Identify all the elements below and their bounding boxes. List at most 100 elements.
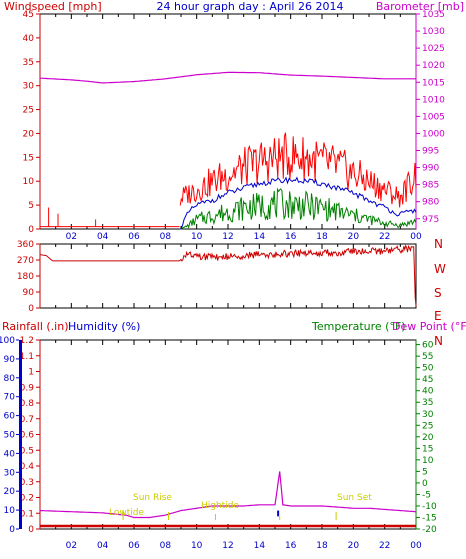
rain-panel-x-tick-label: 08 xyxy=(160,541,172,551)
direction-letter: N xyxy=(434,334,443,348)
barometer-line xyxy=(40,71,416,84)
humidity-tick-label: 10 xyxy=(4,506,16,516)
temperature-axis-tick-label: 60 xyxy=(422,341,434,351)
rain-panel-x-tick-label: 20 xyxy=(348,541,360,551)
rain-panel-x-tick-label: 14 xyxy=(254,541,266,551)
windspeed-axis-tick-label: 40 xyxy=(23,34,35,44)
windspeed-axis-title: Windspeed [mph] xyxy=(4,0,102,13)
temperature-axis-tick-label: 30 xyxy=(422,410,434,420)
temperature-axis-tick-label: 5 xyxy=(422,467,428,477)
humidity-tick-label: 0 xyxy=(9,525,15,535)
wind-panel-x-tick-label: 10 xyxy=(191,232,203,242)
rainfall-axis-tick-label: 1.1 xyxy=(20,352,34,362)
windspeed-axis-tick-label: 20 xyxy=(23,129,35,139)
direction-axis-tick-label: 90 xyxy=(23,288,35,298)
rainfall-axis-tick-label: 0.4 xyxy=(20,462,35,472)
wind-panel-x-tick-label: 08 xyxy=(160,232,172,242)
barometer-axis-tick-label: 995 xyxy=(422,147,439,157)
rainfall-axis-tick-label: 1 xyxy=(28,368,34,378)
dewpoint-line xyxy=(40,471,416,519)
rainfall-axis-tick-label: 0.8 xyxy=(20,399,35,409)
direction-letter: W xyxy=(434,262,446,276)
rainfall-axis-tick-label: 0.6 xyxy=(20,431,35,441)
rain-panel-x-tick-label: 10 xyxy=(191,541,203,551)
wind-panel-x-tick-label: 16 xyxy=(285,232,297,242)
humidity-axis-title: Humidity (%) xyxy=(68,320,140,333)
rain-panel-x-tick-label: 18 xyxy=(316,541,328,551)
rainfall-axis-tick-label: 0.7 xyxy=(20,415,34,425)
temperature-axis-tick-label: -10 xyxy=(422,502,437,512)
barometer-axis-tick-label: 1005 xyxy=(422,112,445,122)
graph-title: 24 hour graph day : April 26 2014 xyxy=(157,0,344,13)
temperature-axis-tick-label: 20 xyxy=(422,433,434,443)
lowtide-label: Lowtide xyxy=(109,508,144,518)
humidity-tick-label: 50 xyxy=(4,431,16,441)
temperature-axis-tick-label: -20 xyxy=(422,525,437,535)
humidity-tick-label: 40 xyxy=(4,449,16,459)
temperature-axis-tick-label: 25 xyxy=(422,421,433,431)
wind-panel-x-tick-label: 02 xyxy=(66,232,77,242)
barometer-axis-tick-label: 1015 xyxy=(422,78,445,88)
humidity-tick-label: 90 xyxy=(4,355,16,365)
windspeed-axis-tick-label: 10 xyxy=(23,177,35,187)
humidity-tick-label: 100 xyxy=(0,336,15,346)
humidity-tick-label: 30 xyxy=(4,468,16,478)
barometer-axis-tick-label: 1000 xyxy=(422,129,445,139)
temperature-axis-tick-label: 40 xyxy=(422,387,434,397)
temperature-axis-tick-label: 15 xyxy=(422,444,433,454)
temperature-axis-tick-label: 35 xyxy=(422,398,433,408)
direction-axis-tick-label: 180 xyxy=(17,272,34,282)
humidity-tick-label: 70 xyxy=(4,393,16,403)
rainfall-axis-tick-label: 0.1 xyxy=(20,509,34,519)
temperature-axis-tick-label: 0 xyxy=(422,479,428,489)
direction-axis-tick-label: 270 xyxy=(17,256,34,266)
direction-letter: N xyxy=(434,237,443,251)
rain-panel-x-tick-label: 16 xyxy=(285,541,297,551)
rainfall-axis-title: Rainfall (.in) xyxy=(2,320,69,333)
wind-panel-x-tick-label: 22 xyxy=(379,232,390,242)
temperature-axis-tick-label: -5 xyxy=(422,490,431,500)
barometer-axis-tick-label: 1020 xyxy=(422,61,445,71)
hightide-label: Hightide xyxy=(201,501,239,511)
temperature-axis-tick-label: 10 xyxy=(422,456,434,466)
direction-letter: E xyxy=(434,309,442,323)
rain-panel-x-tick-label: 02 xyxy=(66,541,77,551)
windspeed-low-line xyxy=(180,187,417,230)
windspeed-average-line xyxy=(179,176,417,230)
temperature-axis-tick-label: 55 xyxy=(422,352,433,362)
tide-sun-annotations: Lowtide Sun Rise Hightide Sun Set xyxy=(109,493,372,518)
dewpoint-axis-title: Dew Point (°F) xyxy=(392,320,466,333)
rainfall-axis-tick-label: 0.2 xyxy=(20,494,34,504)
wind-panel-x-tick-label: 04 xyxy=(97,232,109,242)
windspeed-gust-line xyxy=(179,132,417,208)
temperature-axis-tick-label: 45 xyxy=(422,375,433,385)
rainfall-axis-tick-label: 0.5 xyxy=(20,446,34,456)
humidity-tick-label: 60 xyxy=(4,412,16,422)
temperature-axis-tick-label: -15 xyxy=(422,513,437,523)
barometer-axis-tick-label: 1010 xyxy=(422,95,445,105)
wind-panel-x-tick-label: 18 xyxy=(316,232,328,242)
humidity-tick-label: 20 xyxy=(4,487,16,497)
rain-panel-x-tick-label: 00 xyxy=(410,541,422,551)
barometer-axis-tick-label: 1030 xyxy=(422,27,445,37)
rainfall-axis-tick-label: 0 xyxy=(28,525,34,535)
temperature-axis-tick-label: 50 xyxy=(422,364,434,374)
sunrise-label: Sun Rise xyxy=(133,493,172,503)
rain-panel-x-tick-label: 06 xyxy=(128,541,140,551)
direction-axis-tick-label: 0 xyxy=(28,304,34,314)
windspeed-axis-tick-label: 5 xyxy=(28,201,34,211)
wind-barometer-panel: 0510152025303540459759809859909951000100… xyxy=(23,10,446,242)
temperature-axis-title: Temperature (°F) xyxy=(311,320,406,333)
humidity-axis-bar xyxy=(19,340,22,529)
barometer-axis-tick-label: 985 xyxy=(422,181,439,191)
windspeed-axis-tick-label: 0 xyxy=(28,225,34,235)
barometer-axis-tick-label: 980 xyxy=(422,198,439,208)
rainfall-axis-tick-label: 0.9 xyxy=(20,383,35,393)
windspeed-axis-tick-label: 25 xyxy=(23,106,34,116)
wind-panel-x-tick-label: 06 xyxy=(128,232,140,242)
windspeed-axis-tick-label: 35 xyxy=(23,58,34,68)
barometer-axis-tick-label: 1025 xyxy=(422,44,445,54)
